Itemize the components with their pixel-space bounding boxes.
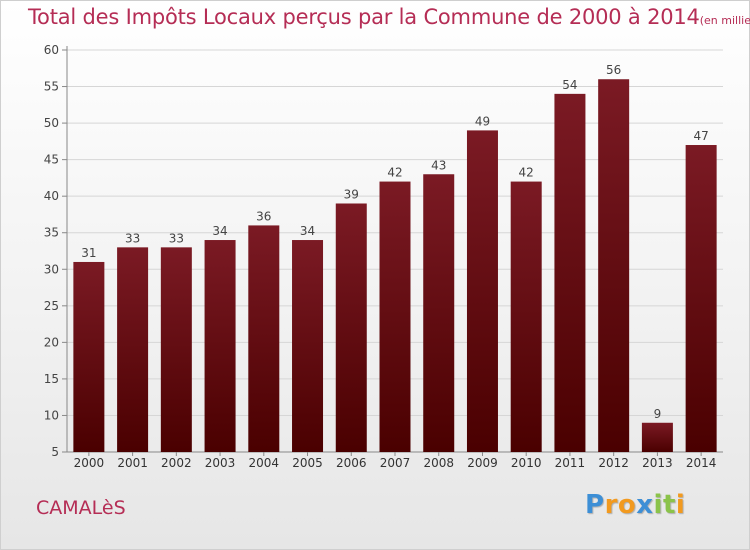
proxiti-logo: Proxiti bbox=[585, 490, 685, 520]
bar-value-label: 9 bbox=[654, 407, 662, 421]
bar-value-label: 47 bbox=[693, 129, 708, 143]
bar bbox=[335, 203, 367, 452]
x-tick-label: 2005 bbox=[292, 456, 323, 470]
x-tick-label: 2002 bbox=[161, 456, 192, 470]
bar-value-label: 31 bbox=[81, 246, 96, 260]
x-tick-label: 2013 bbox=[642, 456, 673, 470]
bar-value-label: 42 bbox=[387, 166, 402, 180]
bar-value-label: 39 bbox=[344, 187, 359, 201]
logo-letter: r bbox=[604, 490, 618, 520]
bar-value-label: 34 bbox=[300, 224, 315, 238]
x-tick-label: 2014 bbox=[686, 456, 717, 470]
y-tick-label: 15 bbox=[44, 372, 59, 386]
x-tick-label: 2012 bbox=[598, 456, 629, 470]
y-tick-label: 60 bbox=[44, 43, 59, 57]
logo-letter: i bbox=[675, 490, 686, 520]
bar bbox=[248, 225, 280, 452]
y-tick-label: 5 bbox=[51, 445, 59, 459]
bar-value-label: 43 bbox=[431, 158, 446, 172]
bar-value-label: 33 bbox=[169, 231, 184, 245]
bar bbox=[73, 261, 105, 452]
logo-letter: t bbox=[662, 490, 676, 520]
x-tick-label: 2008 bbox=[423, 456, 454, 470]
bar bbox=[160, 247, 192, 452]
bar bbox=[204, 240, 236, 452]
x-tick-label: 2011 bbox=[555, 456, 586, 470]
x-tick-label: 2000 bbox=[74, 456, 105, 470]
bar bbox=[598, 79, 630, 453]
y-tick-label: 45 bbox=[44, 153, 59, 167]
bar bbox=[466, 130, 498, 452]
y-tick-label: 10 bbox=[44, 408, 59, 422]
bar-value-label: 42 bbox=[519, 166, 534, 180]
bar bbox=[117, 247, 149, 452]
y-tick-label: 35 bbox=[44, 226, 59, 240]
y-tick-label: 40 bbox=[44, 189, 59, 203]
x-tick-label: 2010 bbox=[511, 456, 542, 470]
logo-letter: x bbox=[636, 490, 654, 520]
bar bbox=[292, 240, 324, 452]
bar bbox=[510, 181, 542, 452]
bar bbox=[554, 93, 586, 452]
x-tick-label: 2004 bbox=[249, 456, 280, 470]
x-tick-label: 2009 bbox=[467, 456, 498, 470]
x-tick-label: 2007 bbox=[380, 456, 411, 470]
bar bbox=[685, 145, 717, 452]
x-tick-label: 2006 bbox=[336, 456, 367, 470]
x-tick-label: 2001 bbox=[117, 456, 148, 470]
y-tick-label: 25 bbox=[44, 299, 59, 313]
logo-letter: o bbox=[617, 490, 637, 520]
bar bbox=[379, 181, 411, 452]
logo-letter: P bbox=[585, 490, 605, 520]
bar bbox=[641, 422, 673, 452]
y-tick-label: 55 bbox=[44, 80, 59, 94]
bar-value-label: 36 bbox=[256, 209, 271, 223]
bar-value-label: 34 bbox=[212, 224, 227, 238]
commune-name: CAMALèS bbox=[36, 497, 126, 519]
y-tick-label: 20 bbox=[44, 335, 59, 349]
chart-title: Total des Impôts Locaux perçus par la Co… bbox=[28, 5, 750, 29]
y-tick-label: 30 bbox=[44, 262, 59, 276]
unit-label: (en milliers d'€) bbox=[699, 14, 750, 27]
bar bbox=[423, 174, 455, 452]
bar-value-label: 33 bbox=[125, 231, 140, 245]
y-tick-label: 50 bbox=[44, 116, 59, 130]
x-tick-label: 2003 bbox=[205, 456, 236, 470]
bar-value-label: 49 bbox=[475, 114, 490, 128]
logo-letter: i bbox=[653, 490, 663, 520]
bar-value-label: 56 bbox=[606, 63, 621, 77]
bar-value-label: 54 bbox=[562, 78, 577, 92]
